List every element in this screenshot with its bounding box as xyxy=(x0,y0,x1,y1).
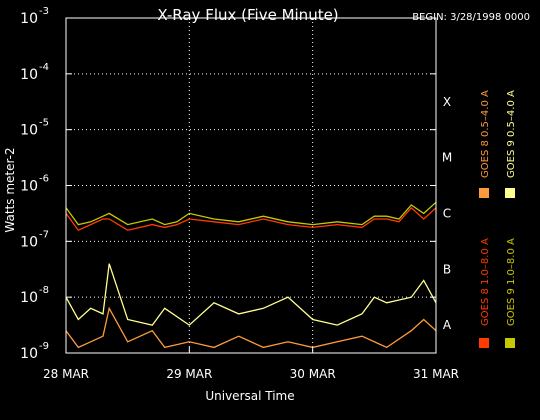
flare-class-M: M xyxy=(442,151,452,165)
legend-swatch-2 xyxy=(505,338,515,348)
y-tick-label: 10 xyxy=(20,67,38,83)
flare-class-X: X xyxy=(443,95,451,109)
y-axis-label: Watts meter-2 xyxy=(3,147,17,232)
y-tick-exponent: -6 xyxy=(39,174,49,185)
legend-label-1: GOES 8 0.5–4.0 A xyxy=(480,90,491,178)
legend-swatch-0 xyxy=(479,338,489,348)
y-tick-label: 10 xyxy=(20,346,38,362)
chart-title: X-Ray Flux (Five Minute) xyxy=(157,6,338,24)
y-axis-ticks: 10-910-810-710-610-510-410-3 xyxy=(20,6,436,362)
y-tick-exponent: -8 xyxy=(39,285,49,296)
legend-label-2: GOES 9 1.0–8.0 A xyxy=(506,238,517,326)
y-tick-exponent: -3 xyxy=(39,6,49,17)
y-tick-label: 10 xyxy=(20,11,38,27)
x-tick-label: 31 MAR xyxy=(413,367,459,381)
flare-class-B: B xyxy=(443,262,451,276)
x-axis-ticks: 28 MAR 29 MAR 30 MAR 31 MAR xyxy=(43,347,459,381)
series-line-0 xyxy=(65,206,437,232)
series-line-2 xyxy=(65,201,437,226)
y-tick-exponent: -4 xyxy=(39,62,49,73)
y-tick-exponent: -9 xyxy=(39,341,49,352)
flare-class-labels: X M C B A xyxy=(442,95,452,332)
x-axis-label: Universal Time xyxy=(205,389,294,403)
legend-swatch-1 xyxy=(479,188,489,198)
x-tick-label: 30 MAR xyxy=(290,367,336,381)
x-tick-label: 28 MAR xyxy=(43,367,89,381)
flare-class-A: A xyxy=(443,318,452,332)
y-tick-label: 10 xyxy=(20,234,38,250)
begin-label: BEGIN: 3/28/1998 0000 xyxy=(412,12,530,23)
y-tick-exponent: -7 xyxy=(39,229,49,240)
legend-label-0: GOES 8 1.0–8.0 A xyxy=(480,238,491,326)
y-tick-label: 10 xyxy=(20,179,38,195)
y-tick-label: 10 xyxy=(20,290,38,306)
legend-swatch-3 xyxy=(505,188,515,198)
data-series xyxy=(65,201,437,349)
series-line-3 xyxy=(65,263,437,326)
flare-class-C: C xyxy=(443,206,451,220)
series-line-1 xyxy=(65,306,437,349)
legend-label-3: GOES 9 0.5–4.0 A xyxy=(506,90,517,178)
legend: GOES 8 0.5–4.0 A GOES 9 0.5–4.0 A GOES 8 1… xyxy=(479,90,517,348)
y-tick-exponent: -5 xyxy=(39,118,49,129)
x-tick-label: 29 MAR xyxy=(166,367,212,381)
y-tick-label: 10 xyxy=(20,123,38,139)
